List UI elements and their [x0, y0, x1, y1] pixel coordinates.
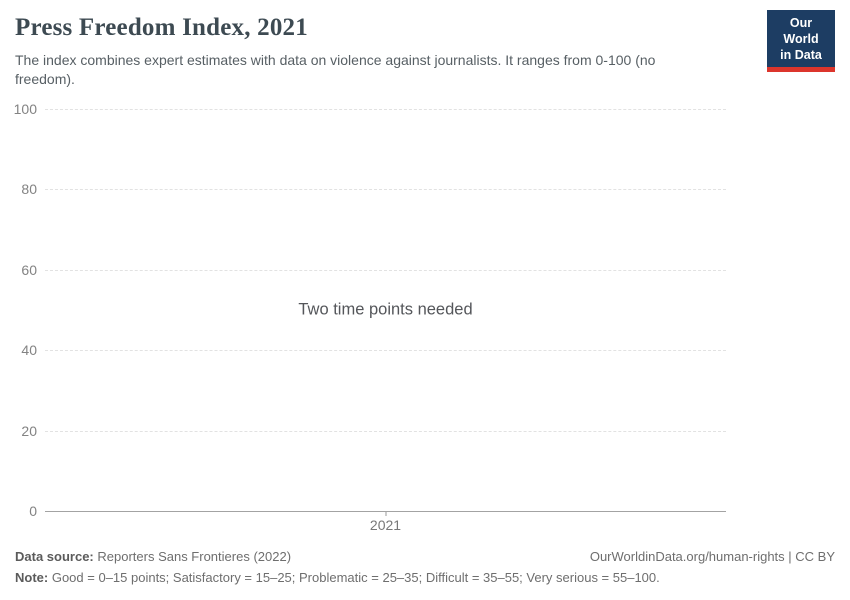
chart-subtitle: The index combines expert estimates with…: [15, 52, 656, 87]
x-axis-tick: [385, 511, 386, 516]
gridline: [45, 430, 726, 432]
chart-title: Press Freedom Index, 2021: [15, 14, 308, 41]
gridline: [45, 269, 726, 271]
data-source-value: Reporters Sans Frontieres (2022): [97, 549, 292, 564]
gridline: [45, 109, 726, 110]
chart-footer: Data source: Reporters Sans Frontieres (…: [15, 547, 835, 588]
y-axis-tick-label: 100: [13, 101, 37, 117]
owid-attribution-link[interactable]: OurWorldinData.org/human-rights | CC BY: [589, 549, 835, 564]
note-label: Note:: [15, 570, 49, 585]
gridline: [45, 350, 726, 352]
gridline: [45, 189, 726, 191]
plot-area: Two time points needed 2021 0 20 40 60 80 100: [14, 101, 726, 533]
x-axis-tick-label: 2021: [369, 517, 402, 533]
y-axis-tick-label: 20: [21, 422, 37, 439]
owid-logo[interactable]: Our World in Data: [767, 10, 835, 72]
y-axis-tick-label: 60: [21, 261, 37, 278]
note-line: Note: Good = 0–15 points; Satisfactory =…: [15, 568, 835, 588]
y-axis-tick-label: 80: [21, 181, 37, 198]
x-axis-line: [45, 511, 726, 512]
owid-logo-line1: Our World: [783, 16, 819, 46]
data-source-line: Data source: Reporters Sans Frontieres (…: [15, 547, 291, 567]
y-axis-tick-label: 0: [29, 503, 37, 519]
y-axis-tick-label: 40: [21, 342, 37, 359]
chart-header: Press Freedom Index, 2021 The index comb…: [15, 10, 835, 89]
owid-logo-line2: in Data: [780, 48, 822, 62]
data-source-label: Data source:: [15, 549, 94, 564]
empty-chart-message: Two time points needed: [298, 300, 473, 319]
note-value: Good = 0–15 points; Satisfactory = 15–25…: [51, 570, 660, 585]
